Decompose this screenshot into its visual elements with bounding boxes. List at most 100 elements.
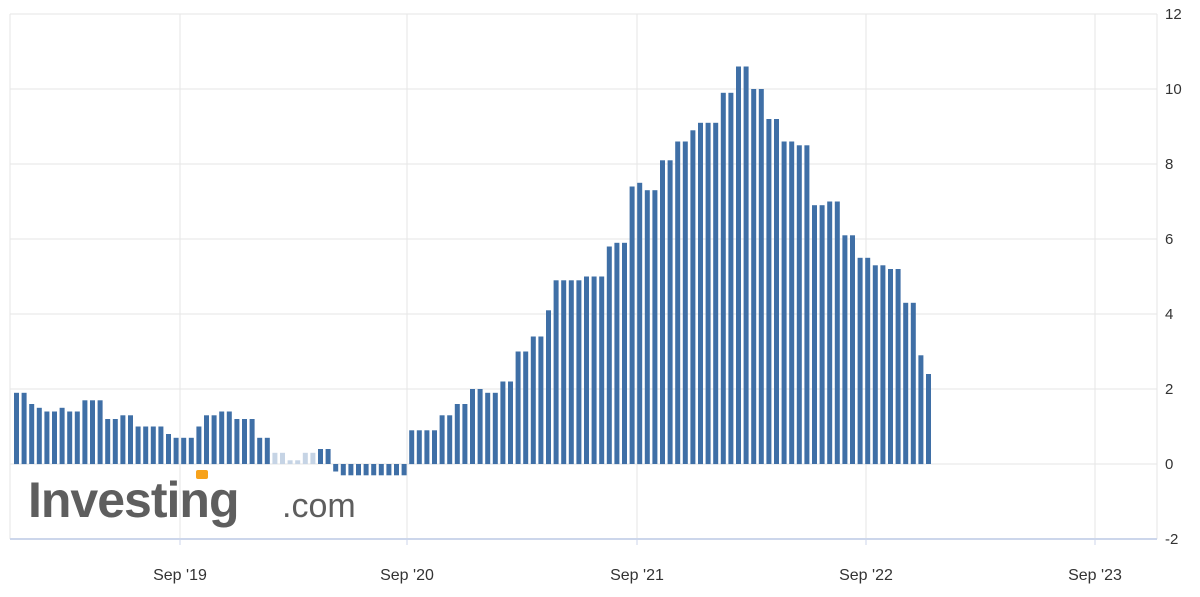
bar xyxy=(652,190,658,464)
bar xyxy=(910,302,916,465)
bar xyxy=(751,89,757,464)
bar xyxy=(834,201,840,464)
x-tick-label: Sep '19 xyxy=(153,567,207,584)
bar xyxy=(546,310,551,465)
axes: 12 10 8 6 4 2 0 -2 Sep '19 Sep '20 Sep '21 Sep '22 S… xyxy=(10,6,1182,584)
bar xyxy=(264,437,270,465)
bar xyxy=(409,430,415,465)
bar xyxy=(576,280,582,465)
bar xyxy=(219,411,225,464)
bar xyxy=(318,449,323,464)
bar xyxy=(295,460,301,465)
bar xyxy=(690,130,696,465)
bar xyxy=(667,160,673,465)
y-tick-label: 4 xyxy=(1165,306,1173,323)
bar xyxy=(454,404,460,464)
bar xyxy=(872,265,878,465)
bar xyxy=(211,415,217,465)
bar xyxy=(736,66,741,464)
bar xyxy=(926,374,931,464)
bar xyxy=(112,419,118,464)
bar xyxy=(340,464,346,476)
bar xyxy=(310,452,316,465)
bar xyxy=(850,235,855,464)
bar xyxy=(356,464,361,476)
bar xyxy=(644,190,650,464)
bar xyxy=(614,242,620,465)
bar xyxy=(173,437,179,465)
bar xyxy=(622,242,627,465)
y-tick-label: 10 xyxy=(1165,81,1182,98)
bar xyxy=(204,415,209,465)
bar xyxy=(371,464,377,476)
bars xyxy=(14,66,931,476)
bar xyxy=(82,400,88,465)
bar xyxy=(789,141,795,464)
bar xyxy=(44,411,50,464)
bar xyxy=(857,257,863,465)
bar xyxy=(523,351,529,464)
bar xyxy=(348,464,354,476)
bar xyxy=(918,355,924,465)
y-tick-label: 8 xyxy=(1165,156,1173,173)
bar xyxy=(105,419,111,464)
bar xyxy=(591,276,597,464)
bar xyxy=(568,280,574,465)
bar xyxy=(903,302,909,465)
bar xyxy=(606,246,612,464)
bar xyxy=(67,411,73,464)
bar xyxy=(500,381,506,464)
y-tick-label: -2 xyxy=(1165,531,1178,548)
grid xyxy=(9,13,1158,540)
bar xyxy=(272,452,278,465)
bar xyxy=(561,280,567,465)
bar xyxy=(447,415,453,465)
bar xyxy=(363,464,369,476)
bar xyxy=(682,141,688,464)
bar xyxy=(401,464,407,476)
bar xyxy=(660,160,665,465)
y-tick-label: 6 xyxy=(1165,231,1173,248)
bar xyxy=(249,419,255,464)
bar xyxy=(698,122,703,465)
bar xyxy=(705,122,711,465)
bar xyxy=(128,415,133,465)
bar xyxy=(74,411,80,464)
bar xyxy=(895,269,901,464)
bar xyxy=(135,426,141,464)
bar xyxy=(21,392,27,465)
bar xyxy=(226,411,232,464)
bar xyxy=(181,437,187,465)
x-tick-label: Sep '23 xyxy=(1068,567,1122,584)
bar xyxy=(538,336,544,464)
bar xyxy=(530,336,536,464)
bar xyxy=(424,430,430,465)
bar xyxy=(439,415,445,465)
bar xyxy=(120,415,126,465)
investing-logo: Investing .com xyxy=(28,470,356,528)
bar xyxy=(287,460,293,465)
bar xyxy=(812,205,817,464)
bar xyxy=(629,186,635,464)
bar xyxy=(166,434,171,464)
bar xyxy=(720,92,726,465)
bar xyxy=(865,257,871,465)
bar xyxy=(302,452,308,465)
bar xyxy=(150,426,156,464)
bar xyxy=(462,404,468,464)
bar xyxy=(796,145,802,465)
bar xyxy=(432,430,437,465)
bar xyxy=(14,392,19,465)
bar xyxy=(477,389,483,464)
bar xyxy=(758,89,764,464)
y-tick-label: 0 xyxy=(1165,456,1173,473)
bar xyxy=(508,381,513,464)
logo-suffix: .com xyxy=(282,487,356,525)
bar xyxy=(492,392,498,465)
bar xyxy=(584,276,589,464)
bar xyxy=(675,141,681,464)
x-tick-label: Sep '22 xyxy=(839,567,893,584)
bar xyxy=(257,437,263,465)
bar xyxy=(280,452,285,465)
